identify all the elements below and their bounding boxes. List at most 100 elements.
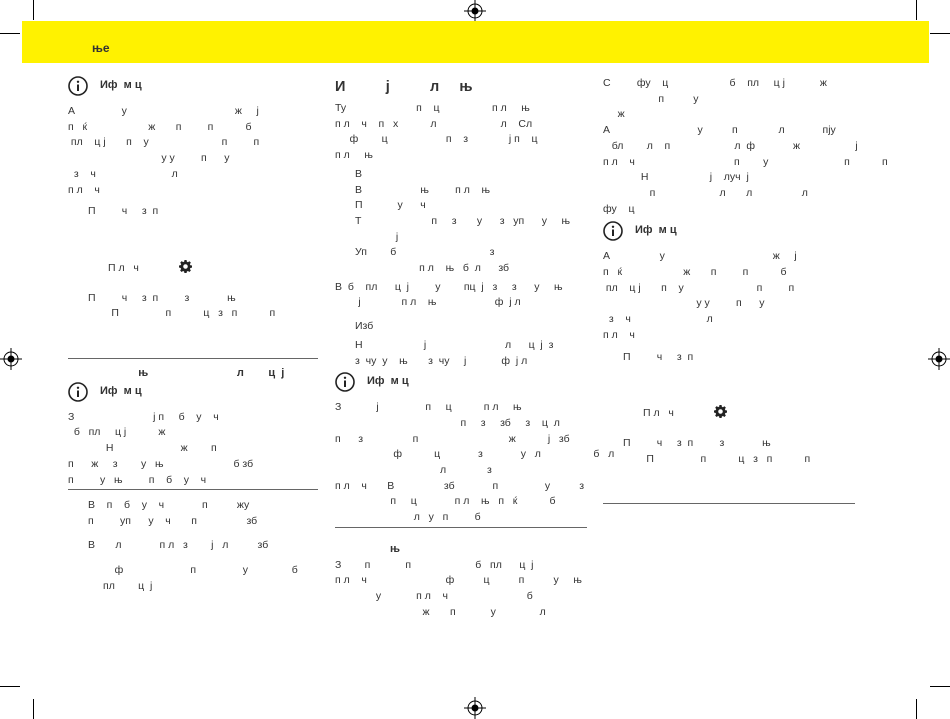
text-line: у у п у [603,297,765,310]
info-icon [335,372,355,393]
text-line: п л ч [68,183,100,196]
text-line: А у п л пју [603,124,836,137]
step-text: П ч з п з њ [623,436,771,449]
info-box: Иф м ц [68,76,318,96]
page-title: ње [92,41,110,55]
text-line: ф ц з у л б л [335,448,615,461]
divider [335,526,587,528]
text-line: п ќ ж п п б [68,120,252,133]
text-line: п л ч ф ц п у њ [335,574,582,587]
text-line: п ц п л њ п ќ б [335,495,556,508]
text-line: Н ж п [68,442,217,455]
text-line: п ќ ж п п б [603,266,787,279]
text-line: п з п ж ј зб [335,432,570,445]
info-title: Иф м ц [100,384,142,397]
list-item: ј [355,230,399,243]
settings-label: П л ч [108,261,139,274]
crop-mark [930,33,950,34]
crop-mark [33,699,34,719]
text-line: п у [603,92,699,105]
text-line: п л ч В зб п у з [335,479,585,492]
text-line: пл ц ј п у п п [68,136,260,149]
settings-line: П л ч [68,259,318,277]
text-line: ј п л њ ф ј л [335,296,521,309]
column-left: Иф м ц А у ж ј п ќ ж п п б пл ц ј п у п … [68,76,318,595]
bullet-text: В л п л з ј л зб [88,538,269,551]
crop-mark [916,699,917,719]
crop-mark [0,33,20,34]
text-line: З ј п б у ч [68,410,219,423]
list-item: П у ч [355,199,426,212]
text-line: б пл ц ј ж [68,426,166,439]
info-icon [603,221,623,242]
text-line: п л њ [335,149,373,162]
crop-mark [930,686,950,687]
section-subheading: њ л ц ј [68,367,285,380]
step-text: П ч з п [623,350,694,363]
list-item: з чу у њ з чу ј ф ј л [355,354,528,367]
text-line: ф ц п з ј п ц [335,133,538,146]
list-item: В [355,167,363,180]
gear-icon [713,405,727,419]
list-item: Н ј л ц ј з [355,338,554,351]
column-middle: И ј л њ Ту п ц п л њ п л ч п х л л Сл ф … [335,76,615,620]
info-box: Иф м ц [335,372,587,393]
text-line: Ту п ц п л њ [335,102,530,114]
registration-mark-icon [928,348,950,370]
text-line: п л ч п х л л Сл [335,117,533,130]
divider [68,358,318,360]
text-line: З п п б пл ц ј [335,558,534,571]
crop-mark [33,0,34,20]
step-text: П п ц з п п [623,452,811,465]
info-title: Иф м ц [100,79,142,92]
gear-icon [178,259,192,273]
bullet-text: В п б у ч п жу [88,499,250,512]
text-line: л з [335,464,492,477]
text-line: п л ч [603,328,635,341]
text-line: п ж з у њ б зб [68,457,254,470]
section-heading: И ј л њ [335,79,473,95]
settings-line: П л ч [603,405,855,422]
text-line: у у п у [68,152,230,165]
text-line: фу ц [603,202,635,215]
list-item: Т п з у з уп у њ [355,214,571,227]
text-line: ж п у л [335,605,546,618]
divider [68,489,318,491]
list-item: Уп б з [355,246,495,259]
settings-label: П л ч [643,407,674,420]
text-line: п л ч п у п п [603,155,888,168]
step-text: П ч з п з њ [88,291,236,304]
text-line: п у њ п б у ч [68,473,207,486]
text-line: пл ц ј [68,580,153,593]
text-line: С фу ц б пл ц ј ж [603,77,827,89]
text-line: А у ж ј [68,105,259,117]
info-title: Иф м ц [367,375,409,388]
registration-mark-icon [464,0,486,22]
text-line: л у п б [335,511,481,524]
text-line: бл л п л ф ж ј [603,139,858,152]
text-line: п з зб з ц л [335,416,560,429]
divider [603,503,855,505]
text-line: В б пл ц ј у пц ј з з у њ [335,280,563,293]
text-line: п л л л [603,186,808,199]
step-text: П ч з п [88,205,159,218]
info-icon [68,381,88,402]
text-line: з ч л [68,167,178,180]
list-item: п л њ б л зб [355,262,510,275]
list-item: В њ п л њ [355,183,491,196]
crop-mark [0,686,20,687]
header-banner: ње [22,21,929,63]
text-line: А у ж ј [603,250,797,263]
text-line: ж [603,108,625,121]
info-title: Иф м ц [635,224,677,237]
text-line: З ј п ц п л њ [335,401,522,414]
text-line: пл ц ј п у п п [603,281,795,294]
column-right: С фу ц б пл ц ј ж п у ж А у п л пју бл [603,76,888,511]
info-icon [68,76,88,96]
text-line: Н ј луч ј [603,171,749,184]
info-box: Иф м ц [603,221,855,242]
text-line: з ч л [603,313,713,326]
section-subheading: њ [335,542,400,555]
step-text: П п ц з п п [88,307,276,320]
text-line: ф п у б [68,564,298,577]
